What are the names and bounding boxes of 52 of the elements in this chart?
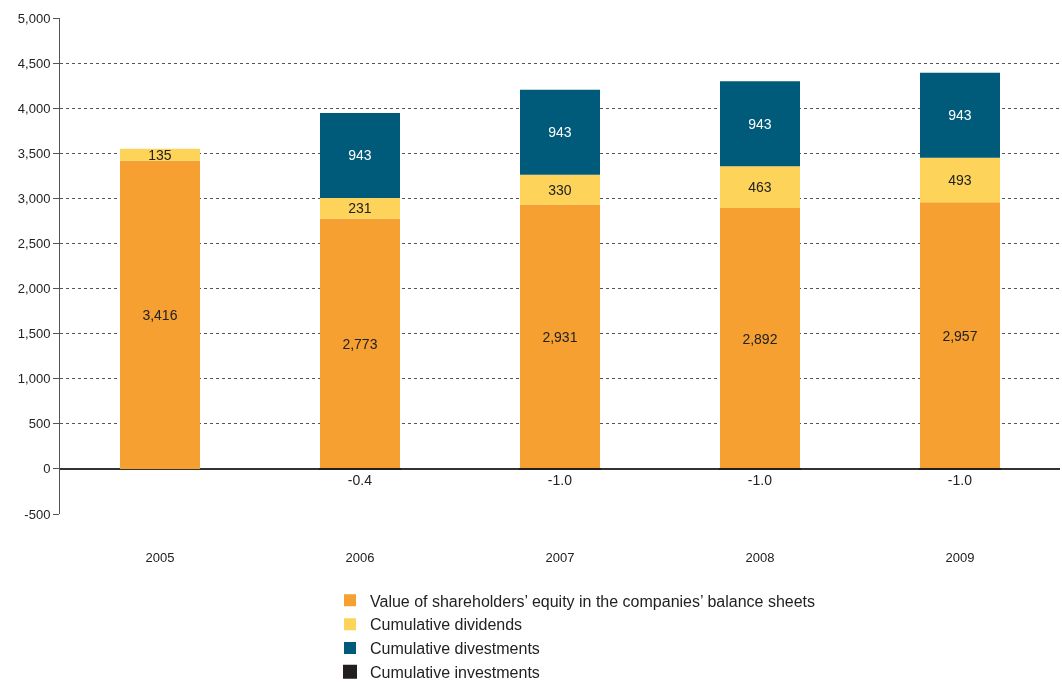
y-tick-label: 1,000	[17, 371, 51, 387]
bar	[320, 112, 400, 198]
x-tick-label: 2008	[745, 550, 775, 565]
data-label: 943	[948, 107, 972, 124]
y-tick-label: -500	[24, 506, 51, 522]
bar	[920, 72, 1000, 158]
data-label: 2,957	[942, 327, 978, 344]
bar	[520, 204, 600, 469]
data-label: 943	[548, 124, 572, 141]
y-tick-label: 0	[43, 461, 51, 477]
data-label: 330	[548, 181, 572, 198]
data-label: 943	[748, 115, 772, 132]
bar	[320, 218, 400, 469]
legend-label: Cumulative dividends	[370, 616, 523, 634]
y-tick-label: 5,000	[17, 10, 51, 26]
y-tick-label: 500	[28, 416, 51, 432]
x-tick-label: 2005	[145, 550, 175, 565]
data-label: -1.0	[547, 472, 573, 488]
legend-label: Cumulative divestments	[370, 640, 540, 658]
y-tick-label: 2,500	[17, 236, 51, 251]
data-label: 463	[748, 179, 772, 196]
bar	[320, 198, 400, 219]
data-label: 2,773	[342, 335, 378, 352]
data-label: 2,892	[742, 330, 778, 347]
y-tick-label: 4,000	[17, 100, 51, 116]
y-tick-label: 3,500	[17, 145, 51, 161]
y-tick-label: 3,000	[17, 190, 51, 206]
legend-label: Cumulative investments	[370, 663, 540, 681]
x-tick-label: 2009	[945, 550, 975, 565]
y-tick-label: 1,500	[17, 326, 51, 342]
bar	[120, 160, 200, 469]
bar	[520, 89, 600, 175]
y-tick-label: 2,000	[17, 281, 51, 297]
bar	[720, 166, 800, 209]
data-label: 3,416	[142, 306, 178, 323]
data-label: 135	[148, 146, 172, 163]
data-label: 2,931	[542, 328, 578, 345]
bar	[720, 208, 800, 469]
bar	[720, 81, 800, 167]
data-label: 943	[348, 147, 372, 164]
bar	[920, 157, 1000, 203]
x-tick-label: 2006	[345, 550, 375, 565]
x-tick-label: 2007	[545, 550, 575, 565]
data-label: -1.0	[747, 472, 773, 488]
y-tick-label: 4,500	[17, 55, 51, 71]
data-label: -0.4	[347, 471, 373, 488]
bar	[920, 202, 1000, 469]
data-label: 231	[348, 200, 372, 217]
bar	[520, 174, 600, 205]
data-label: 493	[948, 172, 972, 189]
data-label: -1.0	[947, 472, 973, 488]
legend-label: Value of shareholders’ equity in the companies’ balance sheets	[370, 592, 816, 610]
